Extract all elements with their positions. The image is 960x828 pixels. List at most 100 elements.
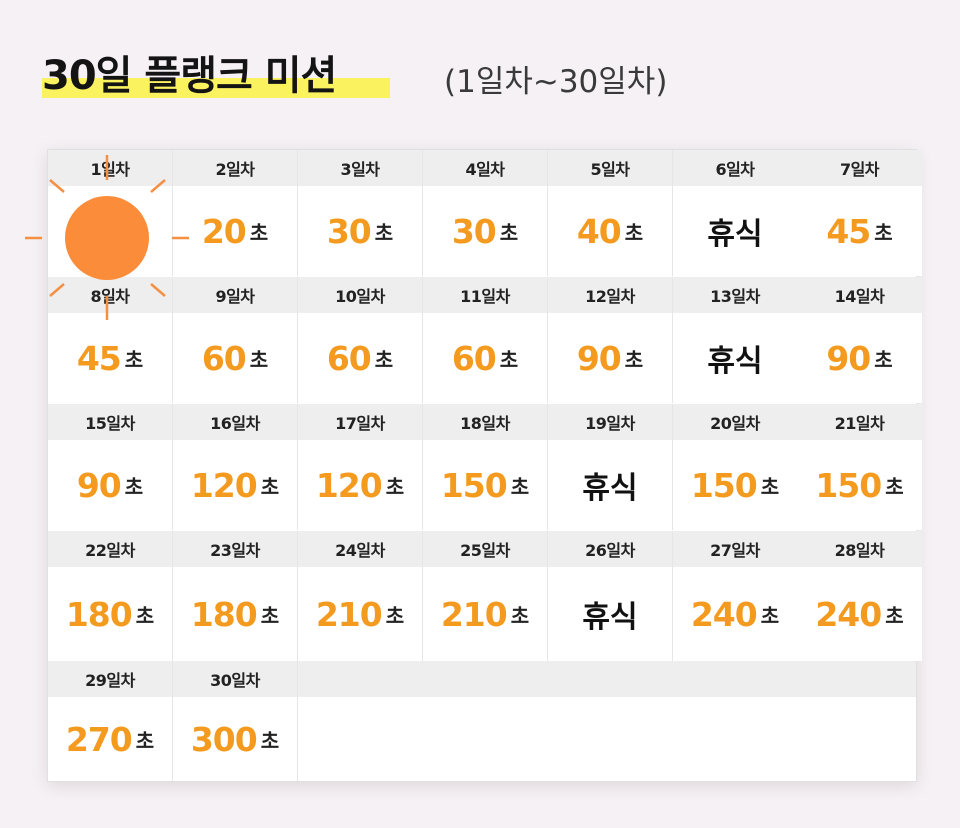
day-label: 5일차 xyxy=(548,150,672,186)
day-value-box: 120 초 xyxy=(298,440,422,530)
day-label: 19일차 xyxy=(548,404,672,440)
day-value-box: 60 초 xyxy=(173,313,297,403)
duration-unit: 초 xyxy=(385,603,405,628)
day-cell: 3일차 30 초 xyxy=(298,150,423,276)
duration-unit: 초 xyxy=(124,474,144,499)
day-cell: 7일차 45 초 xyxy=(797,150,922,276)
day-label: 26일차 xyxy=(548,531,672,567)
duration-unit: 초 xyxy=(249,220,269,245)
day-value-box: 휴식 xyxy=(673,186,797,276)
duration-value: 150 xyxy=(815,465,882,505)
sun-ray xyxy=(150,179,166,193)
duration-unit: 초 xyxy=(249,347,269,372)
duration-value: 300 xyxy=(190,719,258,759)
day-label: 25일차 xyxy=(423,531,547,567)
day-label: 16일차 xyxy=(173,404,297,440)
day-cell: 15일차 90 초 xyxy=(48,404,173,530)
day-label: 15일차 xyxy=(48,404,172,440)
day-value-box: 휴식 xyxy=(673,313,797,403)
duration-value: 30 xyxy=(451,211,497,251)
day-value-box: 20 초 xyxy=(173,186,297,276)
duration-unit: 초 xyxy=(760,474,780,499)
day-cell: 27일차 240 초 xyxy=(673,531,798,661)
duration-value: 120 xyxy=(190,465,258,505)
empty-row-header xyxy=(298,661,916,697)
rest-day-label: 휴식 xyxy=(582,600,638,635)
duration-value: 30 xyxy=(326,211,372,251)
duration-unit: 초 xyxy=(760,603,780,628)
day-value-box: 휴식 xyxy=(548,440,672,530)
day-label: 3일차 xyxy=(298,150,422,186)
duration-unit: 초 xyxy=(510,474,530,499)
duration-unit: 초 xyxy=(885,474,904,499)
day-value-box: 120 초 xyxy=(173,440,297,530)
duration-value: 240 xyxy=(690,594,758,634)
day-value-box: 270 초 xyxy=(48,697,172,781)
sun-disc xyxy=(65,196,149,280)
day-label: 18일차 xyxy=(423,404,547,440)
day-label: 11일차 xyxy=(423,277,547,313)
day-label: 13일차 xyxy=(673,277,797,313)
duration-value: 210 xyxy=(440,594,508,634)
sun-ray xyxy=(49,283,65,297)
day-value-box: 90 초 xyxy=(48,440,172,530)
duration-unit: 초 xyxy=(260,728,280,753)
duration-value: 45 xyxy=(826,211,871,251)
duration-value: 150 xyxy=(440,465,508,505)
day-value-box: 40 초 xyxy=(548,186,672,276)
duration-value: 60 xyxy=(326,338,372,378)
duration-value: 180 xyxy=(65,594,133,634)
duration-unit: 초 xyxy=(624,220,644,245)
day-value-box: 45 초 xyxy=(48,313,172,403)
day-cell: 28일차 240 초 xyxy=(797,531,922,661)
page-subtitle: (1일차~30일차) xyxy=(444,64,668,100)
duration-unit: 초 xyxy=(874,347,893,372)
duration-value: 120 xyxy=(315,465,383,505)
duration-value: 20 xyxy=(201,211,247,251)
day-value-box: 30 초 xyxy=(298,186,422,276)
day-value-box: 90 초 xyxy=(797,313,922,403)
duration-value: 40 xyxy=(576,211,622,251)
sun-ray xyxy=(49,179,65,193)
day-label: 7일차 xyxy=(797,150,922,186)
duration-unit: 초 xyxy=(135,603,155,628)
day-label: 14일차 xyxy=(797,277,922,313)
day-cell: 12일차 90 초 xyxy=(548,277,673,403)
day-cell: 25일차 210 초 xyxy=(423,531,548,661)
sun-ray xyxy=(150,283,166,297)
duration-unit: 초 xyxy=(260,474,280,499)
day-value-box: 90 초 xyxy=(548,313,672,403)
day-value-box: 45 초 xyxy=(797,186,922,276)
day-cell: 14일차 90 초 xyxy=(797,277,922,403)
duration-unit: 초 xyxy=(885,603,904,628)
day-label: 10일차 xyxy=(298,277,422,313)
day-cell: 17일차 120 초 xyxy=(298,404,423,530)
rest-day-label: 휴식 xyxy=(707,344,763,379)
duration-value: 150 xyxy=(690,465,758,505)
duration-unit: 초 xyxy=(260,603,280,628)
day-value-box: 30 초 xyxy=(423,186,547,276)
duration-value: 60 xyxy=(201,338,247,378)
day-cell: 22일차 180 초 xyxy=(48,531,173,661)
day-cell: 29일차 270 초 xyxy=(48,661,173,781)
duration-value: 180 xyxy=(190,594,258,634)
duration-unit: 초 xyxy=(135,728,155,753)
rest-day-label: 휴식 xyxy=(582,471,638,506)
day-label: 6일차 xyxy=(673,150,797,186)
duration-unit: 초 xyxy=(499,220,519,245)
duration-value: 45 xyxy=(76,338,122,378)
day-cell: 5일차 40 초 xyxy=(548,150,673,276)
day-value-box: 60 초 xyxy=(298,313,422,403)
day-label: 23일차 xyxy=(173,531,297,567)
day-value-box: 150 초 xyxy=(673,440,797,530)
day-cell: 23일차 180 초 xyxy=(173,531,298,661)
day-label: 9일차 xyxy=(173,277,297,313)
day-value-box: 150 초 xyxy=(423,440,547,530)
day-value-box: 240 초 xyxy=(673,567,797,661)
day-cell: 20일차 150 초 xyxy=(673,404,798,530)
day-label: 1일차 xyxy=(48,150,172,186)
duration-unit: 초 xyxy=(124,347,144,372)
day-label: 30일차 xyxy=(173,661,297,697)
